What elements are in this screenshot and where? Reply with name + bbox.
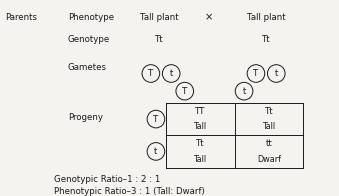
Text: Tall plant: Tall plant xyxy=(140,13,179,22)
Text: Gametes: Gametes xyxy=(68,63,107,72)
Text: Tt: Tt xyxy=(265,107,273,116)
Text: Tall: Tall xyxy=(262,122,276,131)
Text: t: t xyxy=(242,87,246,96)
Text: Tt: Tt xyxy=(155,35,164,44)
Text: t: t xyxy=(275,69,278,78)
Text: Tall plant: Tall plant xyxy=(247,13,285,22)
Text: Tall: Tall xyxy=(194,122,207,131)
Text: Tt: Tt xyxy=(196,139,205,148)
Text: ×: × xyxy=(204,13,213,23)
Text: Phenotypic Ratio–3 : 1 (Tall: Dwarf): Phenotypic Ratio–3 : 1 (Tall: Dwarf) xyxy=(54,187,205,196)
Text: Tt: Tt xyxy=(262,35,271,44)
Text: Phenotype: Phenotype xyxy=(68,13,114,22)
Text: TT: TT xyxy=(195,107,206,116)
Text: Genotype: Genotype xyxy=(68,35,110,44)
Text: Tall: Tall xyxy=(194,155,207,164)
Text: t: t xyxy=(154,147,158,156)
Text: T: T xyxy=(148,69,154,78)
Text: tt: tt xyxy=(266,139,273,148)
Text: Progeny: Progeny xyxy=(68,113,103,122)
Text: T: T xyxy=(253,69,259,78)
Text: Genotypic Ratio–1 : 2 : 1: Genotypic Ratio–1 : 2 : 1 xyxy=(54,175,161,184)
Text: T: T xyxy=(182,87,187,96)
Text: t: t xyxy=(170,69,173,78)
Text: Dwarf: Dwarf xyxy=(257,155,281,164)
Text: Parents: Parents xyxy=(5,13,37,22)
Text: T: T xyxy=(153,115,159,123)
